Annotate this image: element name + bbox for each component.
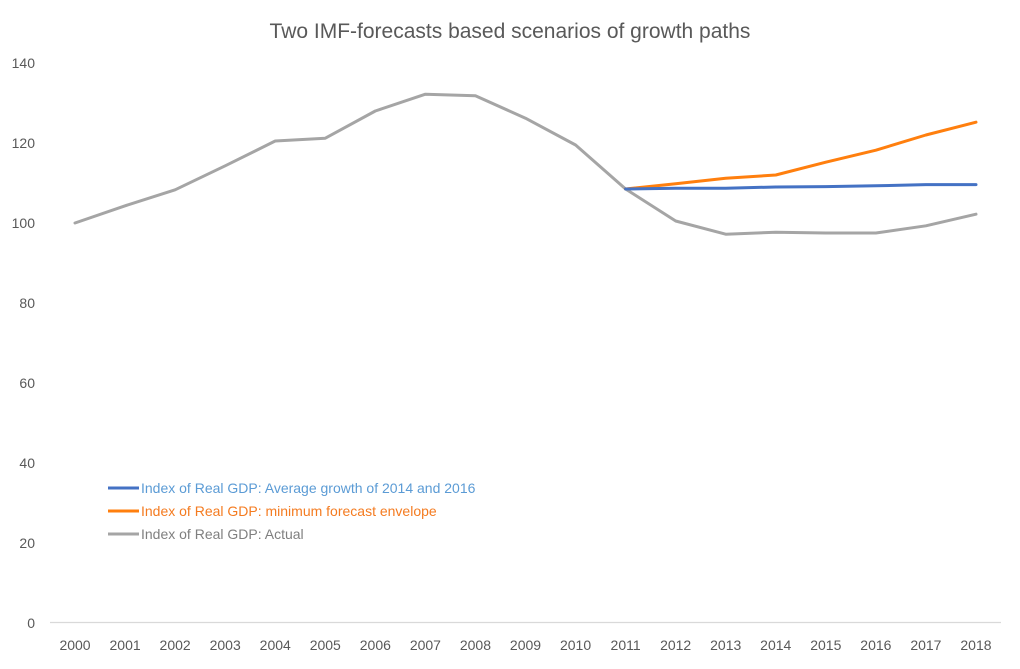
x-tick-label: 2000 — [59, 637, 90, 653]
x-tick-label: 2016 — [860, 637, 891, 653]
x-tick-label: 2017 — [910, 637, 941, 653]
y-axis: 0 20 40 60 80 100 120 140 — [12, 55, 36, 631]
x-tick-label: 2014 — [760, 637, 791, 653]
x-tick-label: 2011 — [611, 637, 641, 653]
x-tick-label: 2004 — [260, 637, 291, 653]
x-axis: 2000 2001 2002 2003 2004 2005 2006 2007 2008 2009… — [59, 637, 991, 653]
y-tick-label: 140 — [12, 55, 36, 71]
series-line-2 — [73, 92, 978, 236]
legend-label: Index of Real GDP: minimum forecast enve… — [141, 503, 437, 519]
y-tick-label: 0 — [27, 615, 35, 631]
x-tick-label: 2005 — [310, 637, 341, 653]
series-line-0 — [624, 183, 978, 191]
x-tick-label: 2012 — [660, 637, 691, 653]
series-line-1 — [624, 120, 978, 191]
x-tick-label: 2007 — [410, 637, 441, 653]
series-layer — [73, 92, 978, 236]
legend-label: Index of Real GDP: Actual — [141, 526, 304, 542]
x-tick-label: 2013 — [710, 637, 741, 653]
legend: Index of Real GDP: Average growth of 201… — [108, 480, 476, 542]
x-tick-label: 2006 — [360, 637, 391, 653]
legend-label: Index of Real GDP: Average growth of 201… — [141, 480, 476, 496]
chart-title: Two IMF-forecasts based scenarios of gro… — [270, 20, 751, 43]
x-tick-label: 2003 — [210, 637, 241, 653]
y-tick-label: 20 — [19, 535, 35, 551]
x-tick-label: 2010 — [560, 637, 591, 653]
y-tick-label: 120 — [12, 135, 36, 151]
y-tick-label: 60 — [19, 375, 35, 391]
x-tick-label: 2009 — [510, 637, 541, 653]
x-tick-label: 2008 — [460, 637, 491, 653]
y-tick-label: 100 — [12, 215, 36, 231]
x-tick-label: 2015 — [810, 637, 841, 653]
x-tick-label: 2018 — [960, 637, 991, 653]
x-tick-label: 2002 — [160, 637, 191, 653]
y-tick-label: 40 — [19, 455, 35, 471]
y-tick-label: 80 — [19, 295, 35, 311]
x-tick-label: 2001 — [110, 637, 141, 653]
